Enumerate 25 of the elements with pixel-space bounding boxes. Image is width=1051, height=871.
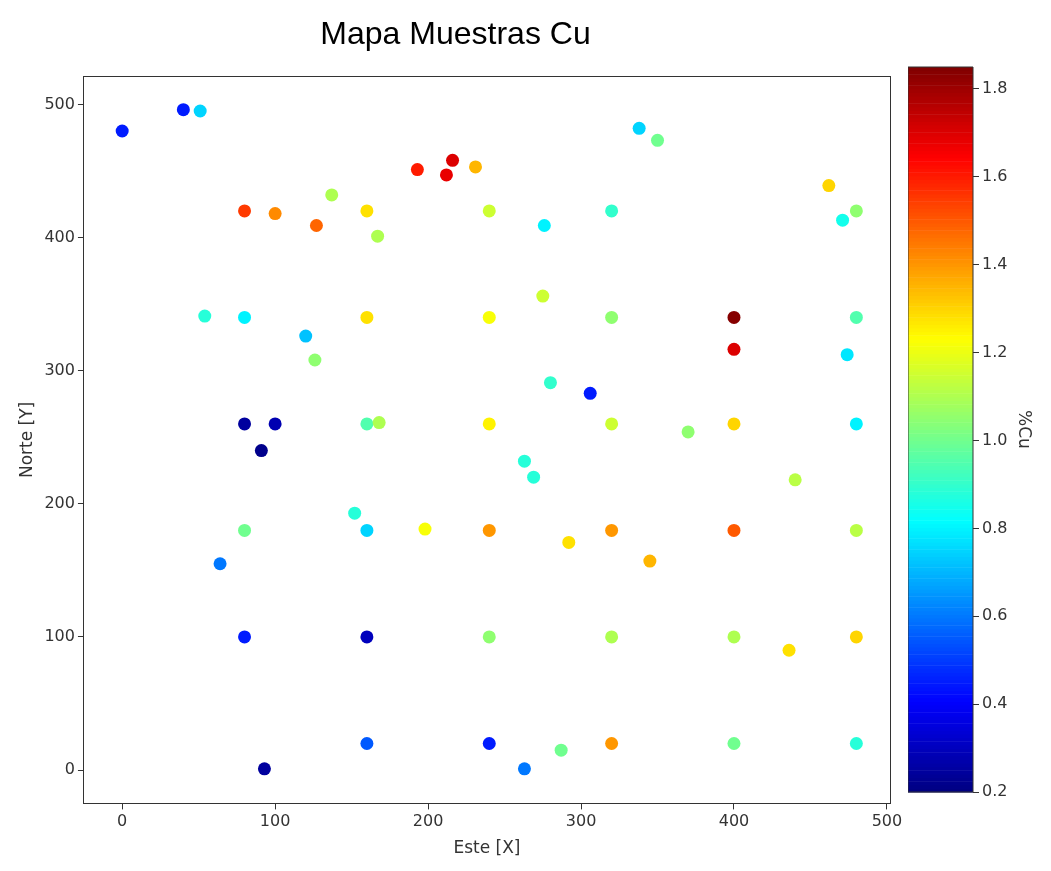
color-bar-label: 1.4 [982, 253, 1008, 273]
y-axis-title: Norte [Y] [15, 401, 36, 479]
x-tick-label: 500 [871, 811, 903, 831]
y-tick-label: 400 [44, 226, 75, 246]
y-tick-label: 200 [44, 492, 75, 512]
x-tick-label: 100 [259, 811, 291, 831]
chart-title: Mapa Muestras Cu [320, 15, 591, 52]
color-bar-title: %Cu [1015, 410, 1036, 449]
y-tick-label: 100 [44, 626, 75, 646]
x-tick-label: 0 [117, 811, 128, 831]
color-bar-label: 0.6 [982, 605, 1008, 625]
color-bar-label: 0.4 [982, 693, 1008, 713]
x-tick-label: 200 [412, 811, 444, 831]
y-tick-label: 500 [44, 93, 75, 113]
color-bar-label: 0.8 [982, 517, 1008, 537]
x-axis-title: Este [X] [453, 837, 521, 858]
color-bar-label: 1.0 [982, 429, 1008, 449]
y-tick-label: 300 [44, 359, 75, 379]
color-bar-label: 1.8 [982, 78, 1008, 98]
color-bar-label: 0.2 [982, 781, 1008, 801]
color-bar-label: 1.6 [982, 166, 1008, 185]
y-tick-label: 0 [64, 759, 75, 779]
x-tick-label: 400 [718, 811, 750, 831]
x-tick-label: 300 [565, 811, 597, 831]
color-bar-label: 1.2 [982, 341, 1008, 361]
